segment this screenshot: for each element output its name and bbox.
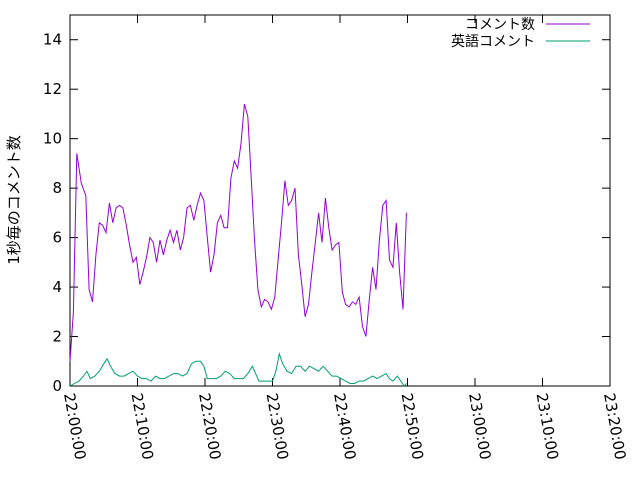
x-axis: 22:00:00 22:10:00 22:20:00 22:30:00 22:40:00… bbox=[60, 15, 629, 461]
x-tick-label: 22:00:00 bbox=[60, 392, 89, 461]
y-tick-label: 2 bbox=[52, 328, 62, 346]
y-tick-label: 6 bbox=[52, 229, 62, 247]
plot-frame bbox=[69, 14, 611, 387]
y-tick-label: 12 bbox=[43, 80, 62, 98]
x-tick-label: 23:10:00 bbox=[533, 392, 562, 461]
series-line-1 bbox=[69, 103, 407, 362]
y-axis: 0 2 4 6 8 10 12 14 bbox=[43, 31, 610, 395]
x-tick-label: 23:00:00 bbox=[465, 392, 494, 461]
y-tick-label: 4 bbox=[52, 278, 62, 296]
x-tick-label: 22:40:00 bbox=[330, 392, 359, 461]
y-tick-label: 10 bbox=[43, 130, 62, 148]
y-tick-label: 14 bbox=[43, 31, 62, 49]
y-axis-title: 1秒毎のコメント数 bbox=[5, 135, 23, 265]
x-tick-label: 22:50:00 bbox=[398, 392, 427, 461]
y-tick-label: 8 bbox=[52, 179, 62, 197]
legend-label-2: 英語コメント bbox=[451, 33, 535, 50]
x-tick-label: 22:20:00 bbox=[195, 392, 224, 461]
x-tick-label: 23:20:00 bbox=[600, 392, 629, 461]
x-tick-label: 22:30:00 bbox=[263, 392, 292, 461]
series-line-2 bbox=[69, 351, 407, 387]
series-layer bbox=[69, 103, 407, 387]
x-tick-label: 22:10:00 bbox=[128, 392, 157, 461]
y-tick-label: 0 bbox=[52, 377, 62, 395]
legend-label-1: コメント数 bbox=[465, 17, 535, 33]
